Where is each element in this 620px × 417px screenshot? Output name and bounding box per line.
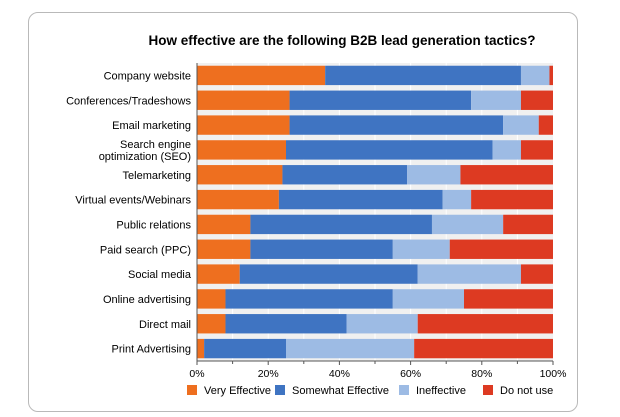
bar-very-effective: [197, 165, 283, 185]
x-tick-label: 100%: [540, 368, 567, 380]
bar-somewhat-effective: [250, 214, 432, 235]
bar-very-effective: [197, 214, 251, 235]
category-label: Virtual events/Webinars: [75, 195, 191, 207]
legend-item: Do not use: [483, 385, 553, 397]
bar-do-not-use: [520, 90, 553, 110]
category-label: Email marketing: [112, 120, 191, 132]
bar-do-not-use: [520, 140, 553, 160]
bar-ineffective: [431, 214, 504, 235]
bar-ineffective: [442, 189, 472, 210]
bar-somewhat-effective: [282, 165, 408, 185]
bar-somewhat-effective: [289, 90, 472, 110]
bar-very-effective: [197, 264, 240, 284]
bar-somewhat-effective: [289, 115, 504, 135]
bar-ineffective: [346, 314, 418, 334]
category-label: Public relations: [116, 219, 191, 231]
x-tick-label: 80%: [471, 368, 492, 380]
bar-very-effective: [197, 338, 205, 359]
bar-very-effective: [197, 115, 290, 135]
bar-somewhat-effective: [225, 289, 393, 309]
bar-somewhat-effective: [325, 65, 521, 86]
bar-very-effective: [197, 90, 290, 110]
bar-ineffective: [503, 115, 539, 135]
category-label: Conferences/Tradeshows: [66, 95, 191, 107]
bar-very-effective: [197, 140, 286, 160]
bar-very-effective: [197, 314, 226, 334]
bar-ineffective: [407, 165, 461, 185]
bar-ineffective: [392, 239, 450, 259]
chart-title: How effective are the following B2B lead…: [148, 33, 535, 48]
category-label: Direct mail: [139, 319, 191, 331]
bar-very-effective: [197, 239, 251, 259]
bar-ineffective: [520, 65, 550, 86]
x-tick-label: 60%: [400, 368, 421, 380]
bar-do-not-use: [471, 189, 553, 210]
bar-do-not-use: [464, 289, 553, 309]
x-tick-label: 20%: [258, 368, 279, 380]
legend-swatch: [275, 385, 285, 395]
bar-somewhat-effective: [278, 189, 443, 210]
category-label: Search engine optimization (SEO): [99, 139, 191, 163]
bar-do-not-use: [503, 214, 553, 235]
legend-swatch: [187, 385, 197, 395]
legend: Very Effective Somewhat Effective Ineffect…: [187, 385, 553, 397]
bar-do-not-use: [449, 239, 553, 259]
bar-somewhat-effective: [225, 314, 347, 334]
bar-ineffective: [417, 264, 521, 284]
category-label: Paid search (PPC): [100, 244, 191, 256]
bar-do-not-use: [417, 314, 553, 334]
bar-very-effective: [197, 189, 279, 210]
legend-label: Ineffective: [416, 385, 466, 397]
category-label: Social media: [128, 269, 192, 281]
category-label: Print Advertising: [112, 344, 191, 356]
category-label: Telemarketing: [123, 170, 191, 182]
legend-swatch: [399, 385, 409, 395]
legend-label: Very Effective: [204, 385, 271, 397]
legend-item: Ineffective: [399, 385, 466, 397]
chart-svg: How effective are the following B2B lead…: [66, 33, 566, 397]
chart-panel: How effective are the following B2B lead…: [28, 12, 578, 412]
bar-ineffective: [492, 140, 521, 160]
legend-swatch: [483, 385, 493, 395]
bar-do-not-use: [414, 338, 553, 359]
bar-do-not-use: [549, 65, 553, 86]
bar-somewhat-effective: [250, 239, 393, 259]
legend-label: Do not use: [500, 385, 553, 397]
plot-area: Company website Conferences/Tradeshows Ema…: [66, 63, 566, 380]
bar-ineffective: [471, 90, 521, 110]
legend-item: Somewhat Effective: [275, 385, 389, 397]
x-tick-label: 0%: [189, 368, 204, 380]
category-label: Online advertising: [103, 294, 191, 306]
bar-ineffective: [392, 289, 464, 309]
legend-label: Somewhat Effective: [292, 385, 389, 397]
bar-do-not-use: [538, 115, 553, 135]
category-label: Company website: [104, 70, 191, 82]
bar-very-effective: [197, 65, 326, 86]
bar-do-not-use: [520, 264, 553, 284]
bar-very-effective: [197, 289, 226, 309]
bar-ineffective: [286, 338, 415, 359]
legend-item: Very Effective: [187, 385, 271, 397]
bar-do-not-use: [460, 165, 553, 185]
x-tick-label: 40%: [329, 368, 350, 380]
bar-somewhat-effective: [286, 140, 493, 160]
bar-somewhat-effective: [239, 264, 418, 284]
bar-somewhat-effective: [204, 338, 286, 359]
